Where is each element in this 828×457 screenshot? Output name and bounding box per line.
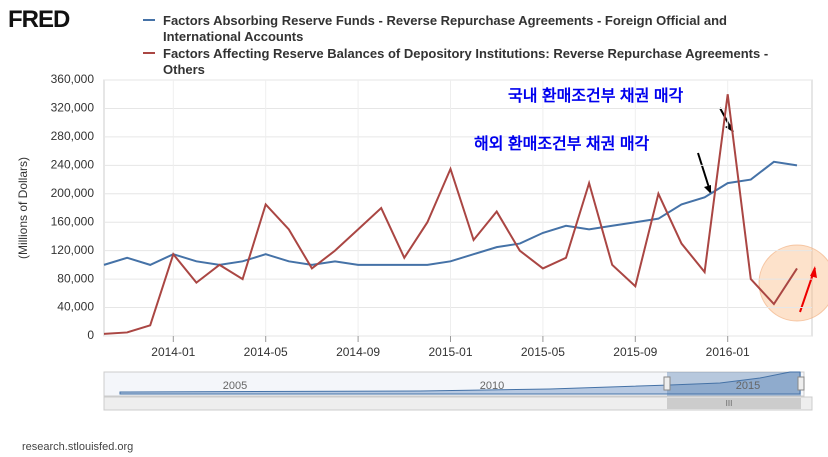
navigator-range[interactable] [667,372,801,396]
annotation: 해외 환매조건부 채권 매각 [474,134,650,153]
arrow-head [810,266,817,278]
y-tick-label: 0 [87,328,94,342]
y-tick-label: 160,000 [51,214,95,228]
y-axis-label: (Millions of Dollars) [16,157,30,259]
y-tick-label: 320,000 [51,101,95,115]
y-tick-label: 240,000 [51,158,95,172]
highlight-circle [758,244,828,322]
x-tick-label: 2014-01 [151,345,195,359]
series-line [103,94,798,335]
navigator-handle[interactable] [797,376,805,391]
x-tick-label: 2014-05 [244,345,288,359]
y-tick-label: 80,000 [57,271,94,285]
scrollbar-thumb[interactable] [667,398,801,409]
y-tick-label: 200,000 [51,186,95,200]
navigator [103,371,813,411]
annotation: 국내 환매조건부 채권 매각 [508,86,684,105]
plot-frame [103,79,813,337]
navigator-handle[interactable] [663,376,671,391]
scrollbar[interactable] [103,396,813,411]
y-tick-label: 280,000 [51,129,95,143]
legend-entry[interactable]: Factors Affecting Reserve Balances of De… [163,46,769,77]
y-tick-label: 120,000 [51,243,95,257]
x-tick-label: 2016-01 [706,345,750,359]
x-tick-label: 2015-01 [428,345,472,359]
x-tick-label: 2014-09 [336,345,380,359]
y-tick-label: 40,000 [57,300,94,314]
arrow-head [704,185,711,194]
navigator-label: III [726,399,733,408]
y-tick-label: 360,000 [51,72,95,86]
navigator-label: 2015 [736,380,760,392]
source: research.stlouisfed.org [22,441,134,453]
x-tick-label: 2015-09 [613,345,657,359]
navigator-label: 2005 [223,380,247,392]
legend-entry[interactable]: Factors Absorbing Reserve Funds - Revers… [163,13,727,44]
logo: FRED [8,6,70,33]
x-tick-label: 2015-05 [521,345,565,359]
navigator-label: 2010 [480,380,504,392]
